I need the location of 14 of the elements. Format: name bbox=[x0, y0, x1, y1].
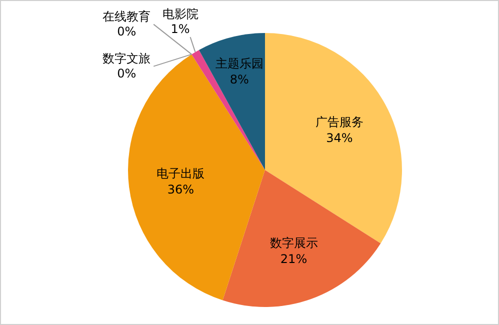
category-label: 数字文旅 bbox=[102, 51, 151, 66]
data-label: 8% bbox=[230, 72, 249, 86]
data-label: 34% bbox=[326, 131, 353, 146]
text: 0% bbox=[117, 24, 136, 38]
data-label: 1% bbox=[170, 22, 190, 36]
slice-label: 数字展示 bbox=[270, 236, 318, 250]
data-label: 21% bbox=[280, 252, 308, 266]
slice-label: 电子出版 bbox=[156, 166, 205, 181]
data-label: 36% bbox=[167, 182, 194, 197]
slice-label: 主题乐园 bbox=[215, 56, 264, 70]
slice-label: 电影院 bbox=[162, 7, 198, 22]
slice-label: 广告服务 bbox=[315, 115, 364, 130]
category-label: 在线教育 bbox=[102, 9, 151, 24]
text: 0% bbox=[117, 66, 136, 80]
